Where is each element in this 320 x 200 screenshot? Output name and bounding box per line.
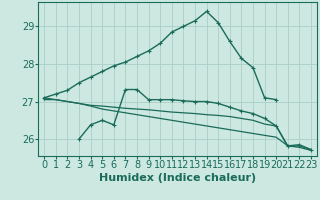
X-axis label: Humidex (Indice chaleur): Humidex (Indice chaleur) — [99, 173, 256, 183]
